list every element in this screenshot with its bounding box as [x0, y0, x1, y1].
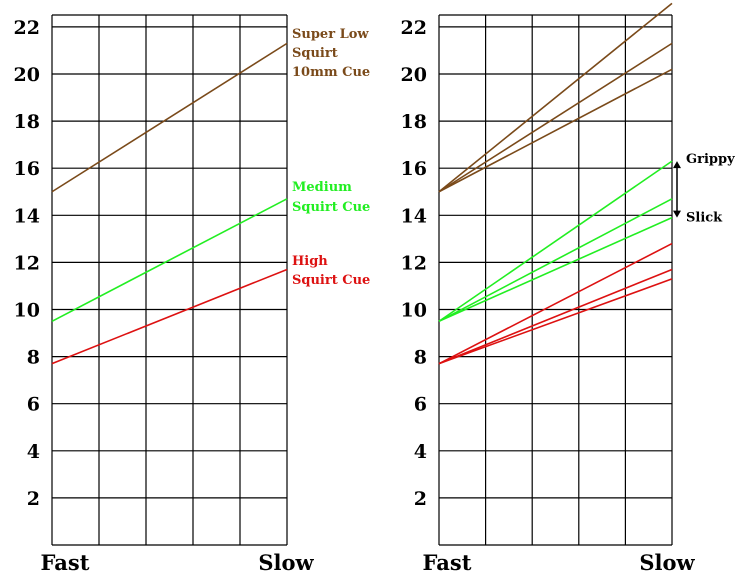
series-label-line: 10mm Cue — [292, 65, 370, 80]
y-tick-label: 8 — [414, 347, 427, 369]
series-line — [438, 42, 673, 193]
series-line — [51, 198, 288, 322]
series-line — [438, 216, 673, 323]
series-label: Super Low Squirt 10mm Cue — [292, 27, 370, 80]
y-tick-label: 14 — [14, 205, 40, 227]
y-tick-label: 4 — [27, 441, 40, 463]
y-tick-label: 14 — [401, 205, 427, 227]
y-tick-label: 6 — [414, 394, 427, 416]
y-tick-label: 10 — [401, 300, 427, 322]
series-line — [438, 242, 673, 365]
series-label-line: Squirt — [292, 46, 338, 61]
arrow-head-down — [673, 210, 681, 218]
annotation-slick: Slick — [686, 211, 723, 226]
y-tick-label: 2 — [27, 488, 40, 510]
y-tick-label: 6 — [27, 394, 40, 416]
series-label-line: Squirt Cue — [292, 200, 370, 215]
series-line — [51, 268, 288, 365]
y-tick-label: 16 — [401, 158, 427, 180]
series-line — [438, 2, 673, 193]
series-line — [438, 268, 673, 365]
x-tick-label: Slow — [258, 550, 314, 575]
x-tick-label: Fast — [423, 550, 472, 575]
chart-1: 2 4 6 8 10 12 14 16 18 20 22 Fast Slow Super Low Squir… — [14, 14, 370, 575]
series-line — [438, 198, 673, 322]
series-label-line: Squirt Cue — [292, 273, 370, 288]
series-label-line: High — [292, 254, 328, 269]
y-tick-label: 16 — [14, 158, 40, 180]
y-tick-label: 4 — [414, 441, 427, 463]
y-tick-label: 10 — [14, 300, 40, 322]
y-tick-label: 20 — [401, 64, 427, 86]
series-label-line: Super Low — [292, 27, 369, 42]
series-line — [438, 68, 673, 193]
series-label-line: Medium — [292, 180, 352, 195]
chart-2: 2 4 6 8 10 12 14 16 18 20 22 Fast Slow Grippy Slick — [401, 2, 735, 575]
series-label: Medium Squirt Cue — [292, 180, 370, 215]
series-line — [438, 160, 673, 322]
arrow-head-up — [673, 161, 681, 169]
y-tick-label: 2 — [414, 488, 427, 510]
y-tick-label: 18 — [14, 111, 40, 133]
y-tick-label: 22 — [14, 17, 40, 39]
x-tick-label: Slow — [639, 550, 695, 575]
series-label: High Squirt Cue — [292, 254, 370, 288]
series-line — [438, 278, 673, 365]
series-line — [51, 42, 288, 193]
y-tick-label: 22 — [401, 17, 427, 39]
annotation-grippy: Grippy — [686, 152, 735, 167]
y-tick-label: 18 — [401, 111, 427, 133]
y-tick-label: 8 — [27, 347, 40, 369]
x-tick-label: Fast — [41, 550, 90, 575]
y-tick-label: 12 — [14, 252, 40, 274]
y-tick-label: 12 — [401, 252, 427, 274]
y-tick-label: 20 — [14, 64, 40, 86]
